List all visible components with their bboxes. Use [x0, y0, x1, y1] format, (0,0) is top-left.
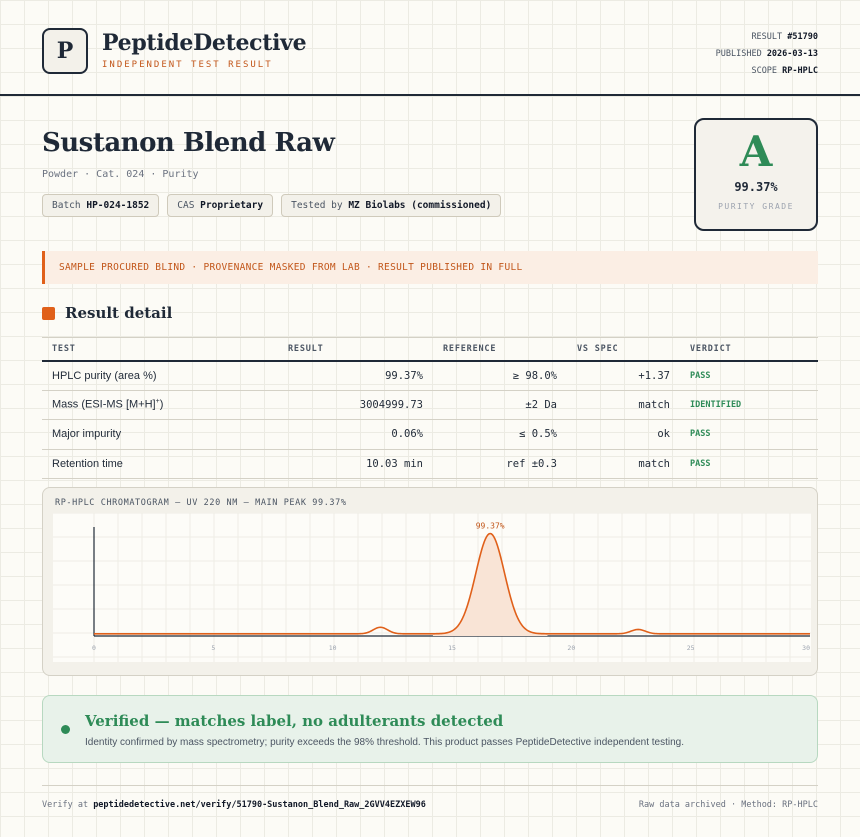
col-result: RESULT: [278, 337, 433, 362]
x-tick-label: 30: [802, 644, 810, 652]
section-heading: Result detail: [42, 304, 172, 322]
col-reference: REFERENCE: [433, 337, 567, 362]
meta-result: RESULT #51790: [751, 32, 818, 42]
table-header-row: TEST RESULT REFERENCE VS SPEC VERDICT: [42, 337, 818, 362]
chromatogram-trace: [94, 532, 810, 635]
cell-vs-spec: match: [567, 390, 680, 420]
cell-reference: ±2 Da: [433, 390, 567, 420]
tested-by-chip: Tested by MZ Biolabs (commissioned): [281, 194, 502, 217]
col-verdict: VERDICT: [680, 337, 818, 362]
chromatogram-title: RP-HPLC CHROMATOGRAM — UV 220 NM — MAIN …: [55, 498, 347, 508]
product-title: Sustanon Blend Raw: [42, 128, 335, 158]
cell-result: 10.03 min: [278, 449, 433, 479]
purity-grade-card: A 99.37% PURITY GRADE: [694, 118, 818, 231]
grade-value: 99.37%: [734, 180, 778, 194]
page-footer: Verify at peptidedetective.net/verify/51…: [42, 785, 818, 810]
x-tick-label: 0: [92, 644, 96, 652]
grade-letter: A: [739, 127, 773, 176]
cell-test: Major impurity: [42, 419, 278, 450]
results-table: TEST RESULT REFERENCE VS SPEC VERDICT HP…: [42, 337, 818, 479]
table-row: HPLC purity (area %) 99.37% ≥ 98.0% +1.3…: [42, 360, 818, 391]
batch-chip: Batch HP-024-1852: [42, 194, 160, 217]
verified-banner: Verified — matches label, no adulterants…: [42, 695, 818, 763]
verified-dot-icon: [61, 725, 70, 734]
cell-vs-spec: ok: [567, 419, 680, 450]
x-tick-label: 25: [687, 644, 695, 652]
chromatogram-plot: 99.37% 0 5 10 15 20 25 30: [53, 512, 811, 662]
product-chips: Batch HP-024-1852 CAS Proprietary Tested…: [42, 194, 502, 217]
cas-chip: CAS Proprietary: [167, 194, 274, 217]
brand-tagline: INDEPENDENT TEST RESULT: [102, 60, 273, 70]
brand-name[interactable]: PeptideDetective: [102, 30, 307, 56]
chromatogram-svg: 99.37% 0 5 10 15 20 25 30: [53, 512, 811, 662]
peak-fill-area: [432, 533, 548, 636]
col-test: TEST: [42, 337, 278, 362]
section-title: Result detail: [65, 304, 173, 322]
archive-note: Raw data archived · Method: RP-HPLC: [638, 800, 818, 810]
chart-x-ticks: 0 5 10 15 20 25 30: [92, 644, 810, 652]
logo-letter: P: [56, 38, 74, 64]
cell-result: 3004999.73: [278, 390, 433, 420]
verified-description: Identity confirmed by mass spectrometry;…: [85, 737, 685, 748]
x-tick-label: 10: [329, 644, 337, 652]
blind-sample-notice: SAMPLE PROCURED BLIND · PROVENANCE MASKE…: [42, 251, 818, 284]
table-row: Mass (ESI-MS [M+H]+) 3004999.73 ±2 Da ma…: [42, 390, 818, 420]
cell-result: 99.37%: [278, 360, 433, 391]
cell-verdict: PASS: [680, 360, 818, 391]
meta-published: PUBLISHED 2026-03-13: [715, 49, 818, 59]
cell-reference: ref ±0.3: [433, 449, 567, 479]
col-vs-spec: VS SPEC: [567, 337, 680, 362]
x-tick-label: 15: [448, 644, 456, 652]
brand-logo[interactable]: P: [42, 28, 88, 74]
cell-test: HPLC purity (area %): [42, 360, 278, 391]
verify-link-row: Verify at peptidedetective.net/verify/51…: [42, 800, 426, 810]
x-tick-label: 20: [567, 644, 575, 652]
product-subtitle: Powder · Cat. 024 · Purity: [42, 169, 199, 180]
x-tick-label: 5: [211, 644, 215, 652]
verify-url-link[interactable]: peptidedetective.net/verify/51790-Sustan…: [93, 800, 426, 810]
verified-title: Verified — matches label, no adulterants…: [85, 712, 504, 730]
chart-grid: [53, 512, 811, 662]
cell-verdict: PASS: [680, 419, 818, 450]
grade-label: PURITY GRADE: [718, 202, 794, 211]
chromatogram-panel: RP-HPLC CHROMATOGRAM — UV 220 NM — MAIN …: [42, 487, 818, 676]
peak-label: 99.37%: [476, 522, 505, 531]
cell-verdict: IDENTIFIED: [680, 390, 818, 420]
result-meta: RESULT #51790 PUBLISHED 2026-03-13 SCOPE…: [716, 29, 818, 80]
cell-test: Mass (ESI-MS [M+H]+): [42, 390, 278, 420]
cell-verdict: PASS: [680, 449, 818, 479]
table-row: Retention time 10.03 min ref ±0.3 match …: [42, 449, 818, 479]
meta-scope: SCOPE RP-HPLC: [751, 66, 818, 76]
cell-result: 0.06%: [278, 419, 433, 450]
section-square-icon: [42, 306, 55, 320]
cell-reference: ≤ 0.5%: [433, 419, 567, 450]
cell-test: Retention time: [42, 449, 278, 479]
cell-reference: ≥ 98.0%: [433, 360, 567, 391]
table-row: Major impurity 0.06% ≤ 0.5% ok PASS: [42, 419, 818, 450]
page-header: P PeptideDetective INDEPENDENT TEST RESU…: [0, 0, 860, 96]
cell-vs-spec: match: [567, 449, 680, 479]
cell-vs-spec: +1.37: [567, 360, 680, 391]
